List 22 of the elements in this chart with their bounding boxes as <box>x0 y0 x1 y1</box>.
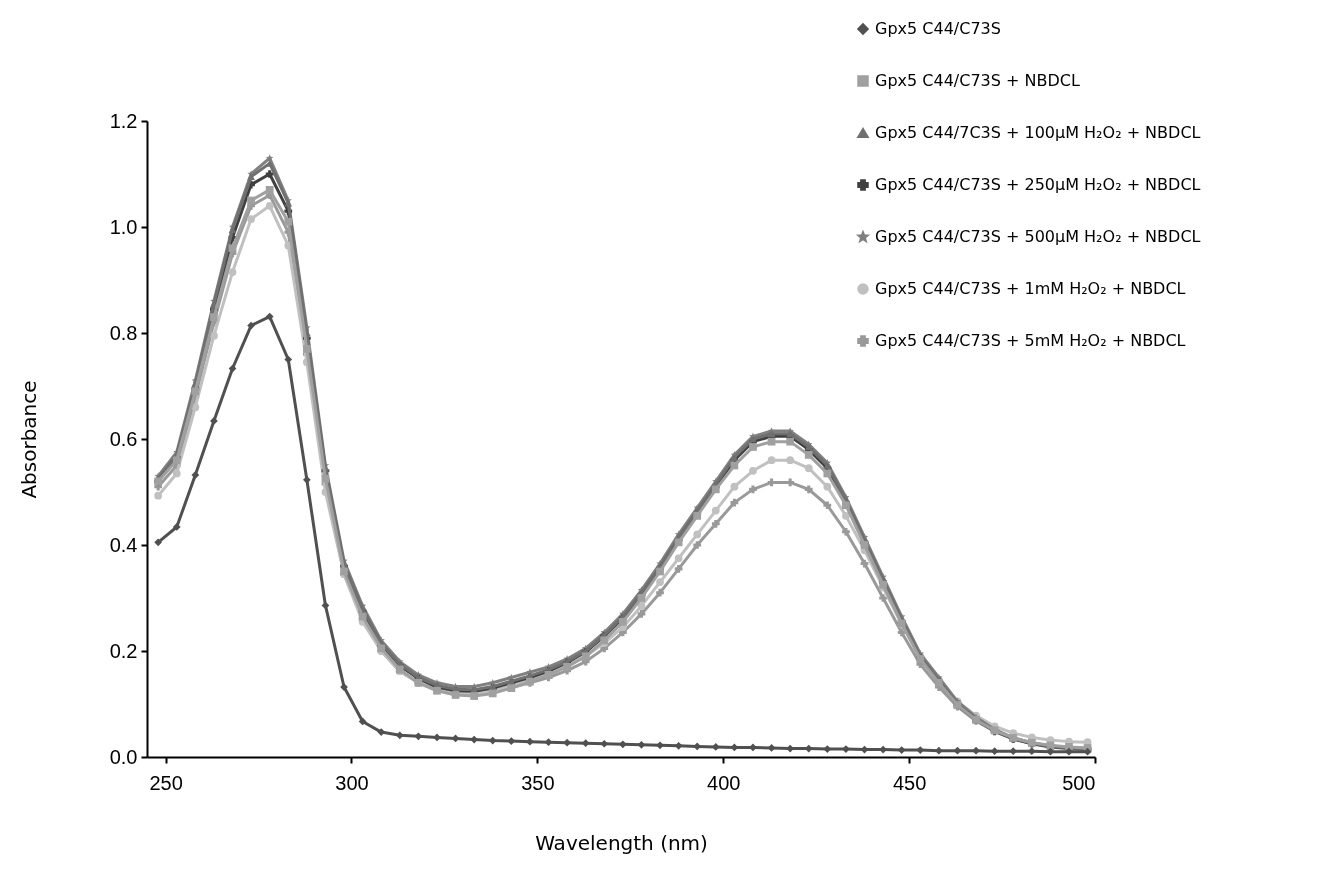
legend-label: Gpx5 C44/C73S + 500µM H₂O₂ + NBDCL <box>875 227 1201 246</box>
legend-label: Gpx5 C44/C73S + NBDCL <box>875 71 1080 90</box>
y-tick-label: 1.0 <box>109 215 138 238</box>
x-tick-label: 400 <box>707 771 741 794</box>
x-tick-label: 250 <box>149 771 183 794</box>
x-tick-label: 350 <box>521 771 555 794</box>
y-tick-label: 0.2 <box>109 639 138 662</box>
x-tick-label: 450 <box>892 771 927 794</box>
x-tick-label: 500 <box>1062 771 1096 794</box>
y-tick-label: 0.8 <box>109 321 138 344</box>
legend-label: Gpx5 C44/C73S + 5mM H₂O₂ + NBDCL <box>875 331 1186 350</box>
legend-label: Gpx5 C44/C73S + 1mM H₂O₂ + NBDCL <box>875 279 1186 298</box>
legend-label: Gpx5 C44/7C3S + 100µM H₂O₂ + NBDCL <box>875 123 1201 142</box>
y-tick-label: 1.2 <box>109 109 138 132</box>
y-tick-label: 0.4 <box>109 533 138 556</box>
legend-label: Gpx5 C44/C73S <box>875 19 1001 38</box>
y-axis-title: Absorbance <box>16 380 41 499</box>
y-tick-label: 0.6 <box>109 427 138 450</box>
legend-label: Gpx5 C44/C73S + 250µM H₂O₂ + NBDCL <box>875 175 1201 194</box>
x-axis-title: Wavelength (nm) <box>535 830 708 855</box>
y-tick-label: 0.0 <box>109 745 138 768</box>
x-tick-label: 300 <box>335 771 369 794</box>
